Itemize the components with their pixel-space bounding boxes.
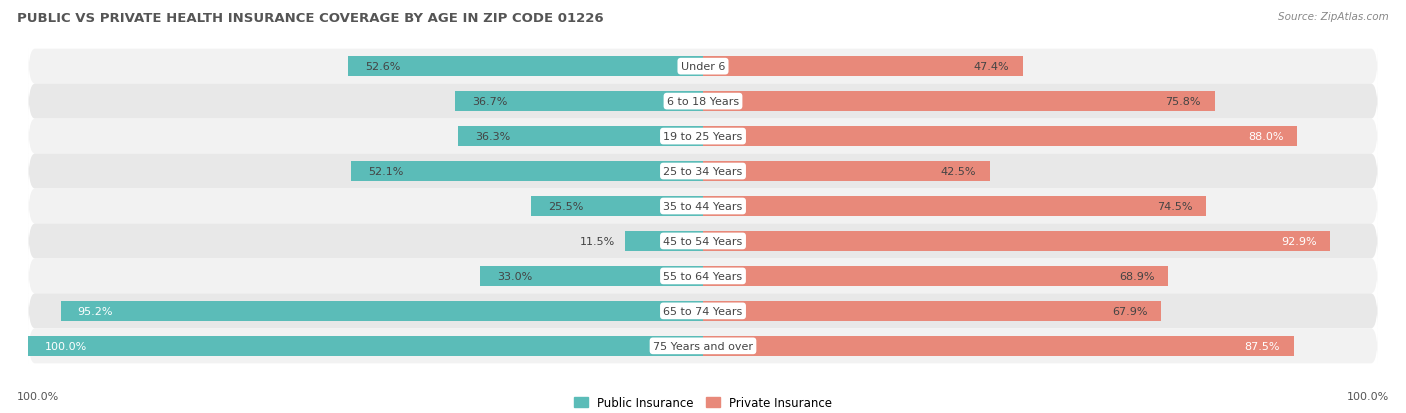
Text: Under 6: Under 6 xyxy=(681,62,725,72)
Text: 19 to 25 Years: 19 to 25 Years xyxy=(664,132,742,142)
Bar xyxy=(703,301,1161,321)
Text: 35 to 44 Years: 35 to 44 Years xyxy=(664,202,742,211)
Text: 75.8%: 75.8% xyxy=(1166,97,1201,107)
Text: 67.9%: 67.9% xyxy=(1112,306,1147,316)
Bar xyxy=(458,127,703,147)
Text: 25.5%: 25.5% xyxy=(548,202,583,211)
FancyBboxPatch shape xyxy=(28,259,1378,294)
Text: 95.2%: 95.2% xyxy=(77,306,112,316)
FancyBboxPatch shape xyxy=(28,224,1378,259)
Bar xyxy=(626,231,703,252)
Text: 52.6%: 52.6% xyxy=(366,62,401,72)
Bar xyxy=(28,336,703,356)
Text: 45 to 54 Years: 45 to 54 Years xyxy=(664,236,742,247)
Bar xyxy=(60,301,703,321)
Bar xyxy=(703,336,1294,356)
Bar xyxy=(349,57,703,77)
Text: 92.9%: 92.9% xyxy=(1281,236,1316,247)
Text: 25 to 34 Years: 25 to 34 Years xyxy=(664,166,742,177)
Text: 74.5%: 74.5% xyxy=(1157,202,1192,211)
Text: PUBLIC VS PRIVATE HEALTH INSURANCE COVERAGE BY AGE IN ZIP CODE 01226: PUBLIC VS PRIVATE HEALTH INSURANCE COVER… xyxy=(17,12,603,25)
FancyBboxPatch shape xyxy=(28,50,1378,84)
FancyBboxPatch shape xyxy=(28,189,1378,224)
Text: 65 to 74 Years: 65 to 74 Years xyxy=(664,306,742,316)
Bar xyxy=(703,57,1024,77)
Text: 36.7%: 36.7% xyxy=(472,97,508,107)
Bar xyxy=(703,92,1215,112)
Bar xyxy=(703,197,1206,216)
Text: 100.0%: 100.0% xyxy=(17,391,59,401)
FancyBboxPatch shape xyxy=(28,84,1378,119)
Text: 55 to 64 Years: 55 to 64 Years xyxy=(664,271,742,281)
Bar xyxy=(703,266,1168,286)
FancyBboxPatch shape xyxy=(28,119,1378,154)
FancyBboxPatch shape xyxy=(28,329,1378,363)
Text: 36.3%: 36.3% xyxy=(475,132,510,142)
Text: 68.9%: 68.9% xyxy=(1119,271,1154,281)
Bar xyxy=(703,231,1330,252)
Legend: Public Insurance, Private Insurance: Public Insurance, Private Insurance xyxy=(569,392,837,413)
Text: 100.0%: 100.0% xyxy=(1347,391,1389,401)
Text: 6 to 18 Years: 6 to 18 Years xyxy=(666,97,740,107)
Text: 11.5%: 11.5% xyxy=(581,236,616,247)
Text: 100.0%: 100.0% xyxy=(45,341,87,351)
Text: 52.1%: 52.1% xyxy=(368,166,404,177)
Bar xyxy=(352,161,703,182)
Text: 42.5%: 42.5% xyxy=(941,166,976,177)
Text: 87.5%: 87.5% xyxy=(1244,341,1279,351)
FancyBboxPatch shape xyxy=(28,294,1378,329)
Bar xyxy=(703,127,1296,147)
Text: 47.4%: 47.4% xyxy=(974,62,1010,72)
Bar xyxy=(703,161,990,182)
Bar xyxy=(531,197,703,216)
Text: 33.0%: 33.0% xyxy=(498,271,533,281)
Text: 75 Years and over: 75 Years and over xyxy=(652,341,754,351)
Bar xyxy=(481,266,703,286)
Bar xyxy=(456,92,703,112)
FancyBboxPatch shape xyxy=(28,154,1378,189)
Text: Source: ZipAtlas.com: Source: ZipAtlas.com xyxy=(1278,12,1389,22)
Text: 88.0%: 88.0% xyxy=(1249,132,1284,142)
